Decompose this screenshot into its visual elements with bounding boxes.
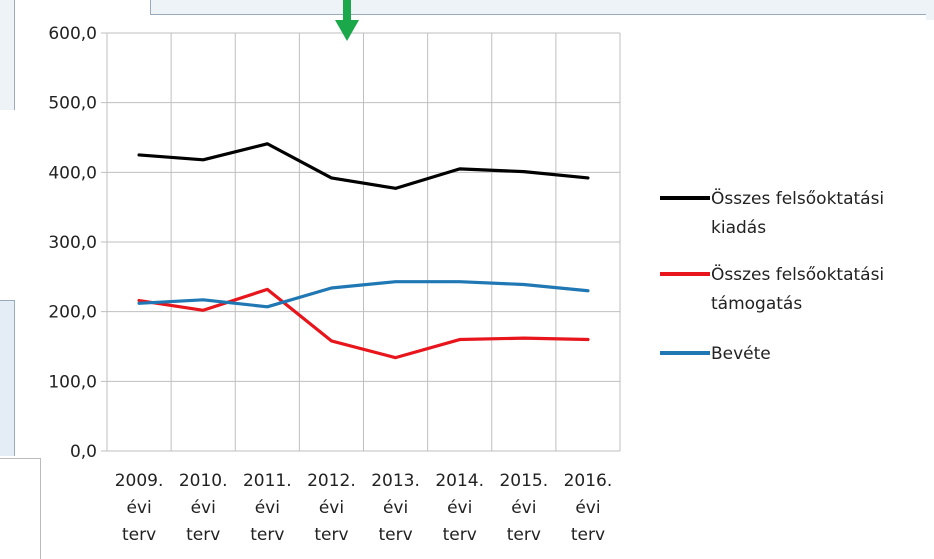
down-arrow-icon xyxy=(335,0,359,41)
legend: Összes felsőoktatási kiadás Összes felsőok… xyxy=(660,187,884,364)
x-tick-label: 2012. xyxy=(307,471,356,491)
background-panel-left-lower xyxy=(0,300,15,456)
grid xyxy=(101,32,621,452)
legend-label: Bevéte xyxy=(711,344,771,364)
x-tick-label: 2015. xyxy=(499,471,548,491)
legend-label: Összes felsőoktatási xyxy=(711,263,884,285)
x-tick-label: évi xyxy=(511,498,536,518)
x-tick-label: terv xyxy=(314,525,348,545)
x-tick-label: 2009. xyxy=(115,471,164,491)
x-tick-label: terv xyxy=(443,525,477,545)
series-lines xyxy=(137,142,590,360)
arrow-shaft xyxy=(343,0,351,24)
x-tick-label: 2010. xyxy=(179,471,228,491)
x-tick-label: terv xyxy=(250,525,284,545)
x-tick-label: 2014. xyxy=(435,471,484,491)
series-line-3 xyxy=(137,280,590,309)
x-tick-label: évi xyxy=(191,498,216,518)
x-tick-label: évi xyxy=(447,498,472,518)
x-tick-label: évi xyxy=(575,498,600,518)
y-tick-label: 0,0 xyxy=(70,442,97,462)
arrow-head xyxy=(335,20,359,41)
x-tick-label: 2013. xyxy=(371,471,420,491)
x-tick-label: évi xyxy=(319,498,344,518)
legend-label: támogatás xyxy=(711,294,802,314)
x-tick-label: 2016. xyxy=(564,471,613,491)
y-tick-label: 500,0 xyxy=(48,94,97,114)
x-tick-label: évi xyxy=(255,498,280,518)
y-tick-label: 400,0 xyxy=(48,163,97,183)
y-tick-label: 200,0 xyxy=(48,303,97,323)
x-tick-label: terv xyxy=(571,525,605,545)
x-tick-label: évi xyxy=(383,498,408,518)
x-tick-label: 2011. xyxy=(243,471,292,491)
x-tick-label: terv xyxy=(186,525,220,545)
legend-label: kiadás xyxy=(711,218,766,238)
y-tick-label: 300,0 xyxy=(48,233,97,253)
y-tick-label: 600,0 xyxy=(48,24,97,44)
x-tick-label: évi xyxy=(126,498,151,518)
y-axis: 0,0 100,0 200,0 300,0 400,0 500,0 600,0 xyxy=(48,24,97,462)
x-tick-label: terv xyxy=(122,525,156,545)
x-tick-label: terv xyxy=(378,525,412,545)
background-panel-bottom-left xyxy=(0,458,41,559)
x-tick-label: terv xyxy=(507,525,541,545)
series-line-1 xyxy=(137,142,590,190)
series-line-2 xyxy=(137,287,590,360)
y-tick-label: 100,0 xyxy=(48,372,97,392)
x-axis: 2009. évi terv 2010. évi terv 2011. évi terv 2012… xyxy=(115,471,613,545)
background-panel-left xyxy=(0,0,15,110)
legend-label: Összes felsőoktatási xyxy=(711,187,884,209)
background-panel-right-edge xyxy=(926,0,934,20)
